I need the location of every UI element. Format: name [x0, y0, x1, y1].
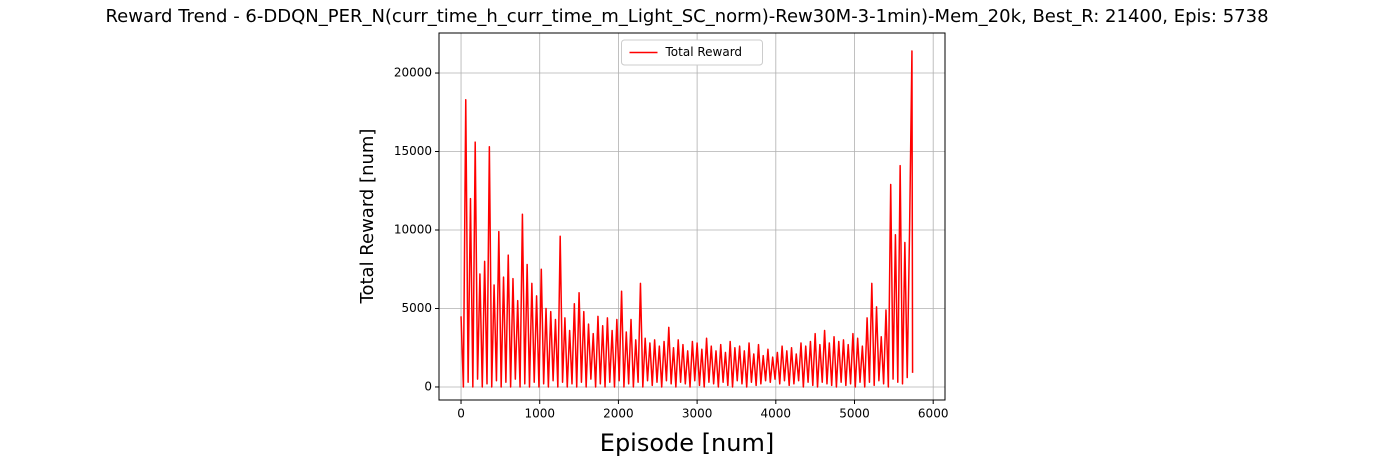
plot-frame — [438, 32, 946, 401]
chart-title: Reward Trend - 6-DDQN_PER_N(curr_time_h_… — [105, 6, 1268, 27]
x-tick-label: 5000 — [839, 407, 870, 421]
y-tick-label: 0 — [424, 379, 432, 393]
x-tick-label: 4000 — [761, 407, 792, 421]
y-tick-label: 5000 — [401, 301, 432, 315]
legend-label: Total Reward — [665, 45, 743, 59]
data-line — [460, 50, 914, 388]
y-tick-label: 15000 — [394, 144, 432, 158]
x-tick-label: 2000 — [603, 407, 634, 421]
x-tick-label: 0 — [457, 407, 465, 421]
y-axis-label: Total Reward [num] — [357, 129, 378, 305]
x-tick-label: 3000 — [682, 407, 713, 421]
x-tick-label: 6000 — [918, 407, 949, 421]
x-tick-label: 1000 — [524, 407, 555, 421]
x-axis-label: Episode [num] — [600, 429, 774, 457]
legend-box — [621, 39, 763, 66]
y-tick-label: 10000 — [394, 222, 432, 236]
y-tick-label: 20000 — [394, 66, 432, 80]
